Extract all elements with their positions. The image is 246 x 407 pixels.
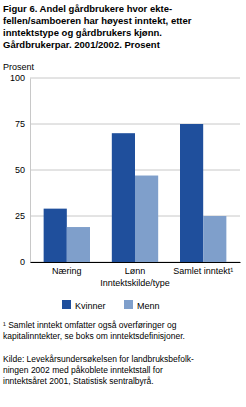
text-line: ¹ Samlet inntekt omfatter også overførin… bbox=[3, 320, 177, 330]
tick: Næring bbox=[52, 262, 82, 276]
bar bbox=[135, 176, 158, 262]
tick: 25 bbox=[15, 211, 30, 221]
x-label: Inntektskilde/type bbox=[100, 278, 170, 288]
tick: Samlet inntekt¹ bbox=[173, 262, 233, 276]
tick-label: Næring bbox=[52, 266, 82, 276]
tick-label: 0 bbox=[20, 257, 25, 267]
tick: 100 bbox=[10, 73, 30, 83]
text-line: Gårdbrukerpar. 2001/2002. Prosent bbox=[3, 39, 161, 50]
text-block: Figur 6. Andel gårdbrukere hvor ekte-fel… bbox=[3, 3, 192, 50]
bars bbox=[44, 124, 227, 262]
legend-label: Menn bbox=[137, 301, 160, 311]
tick: 0 bbox=[20, 257, 30, 267]
text-line: Figur 6. Andel gårdbrukere hvor ekte- bbox=[3, 3, 172, 14]
grid bbox=[30, 78, 240, 262]
bar bbox=[180, 124, 203, 262]
tick: Lønn bbox=[125, 262, 146, 276]
tick: 50 bbox=[15, 165, 30, 175]
bar bbox=[203, 216, 226, 262]
tick-label: 100 bbox=[10, 73, 25, 83]
legend: Kvinner Menn bbox=[62, 300, 160, 311]
legend-swatch bbox=[124, 300, 133, 309]
grid-line bbox=[30, 78, 240, 79]
tick-label: 25 bbox=[15, 211, 25, 221]
legend-label: Kvinner bbox=[75, 301, 106, 311]
text-block: Kilde: Levekårsundersøkelsen for landbru… bbox=[3, 354, 194, 386]
y-label: Prosent bbox=[3, 62, 35, 72]
text-line: inntektstype og gårdbrukers kjønn. bbox=[3, 27, 162, 38]
y-axis: 0 25 50 75 100 bbox=[10, 73, 31, 267]
tick-label: 50 bbox=[15, 165, 25, 175]
tick-label: Lønn bbox=[125, 266, 146, 276]
text-line: fellen/samboeren har høyest inntekt, ett… bbox=[3, 15, 192, 26]
text-line: inntektsåret 2001, Statistisk sentralbyr… bbox=[3, 376, 154, 386]
text-line: kapitalinntekter, se boks om inntektsdef… bbox=[3, 331, 185, 341]
grid-line bbox=[30, 124, 240, 125]
legend-swatch bbox=[62, 300, 71, 309]
bar bbox=[44, 209, 67, 262]
bar bbox=[112, 133, 135, 262]
axis-line bbox=[30, 79, 31, 263]
axis-line bbox=[31, 262, 241, 263]
bar bbox=[67, 227, 90, 262]
text-line: ningen 2002 med påkoblete inntektstall f… bbox=[3, 365, 163, 375]
chart: Figur 6. Andel gårdbrukere hvor ekte-fel… bbox=[0, 0, 246, 407]
tick: 75 bbox=[15, 119, 30, 129]
text-block: ¹ Samlet inntekt omfatter også overførin… bbox=[3, 320, 185, 341]
tick-label: Samlet inntekt¹ bbox=[173, 266, 233, 276]
text-line: Kilde: Levekårsundersøkelsen for landbru… bbox=[3, 354, 194, 364]
x-axis: Næring Lønn Samlet inntekt¹ bbox=[31, 262, 241, 276]
tick-label: 75 bbox=[15, 119, 25, 129]
